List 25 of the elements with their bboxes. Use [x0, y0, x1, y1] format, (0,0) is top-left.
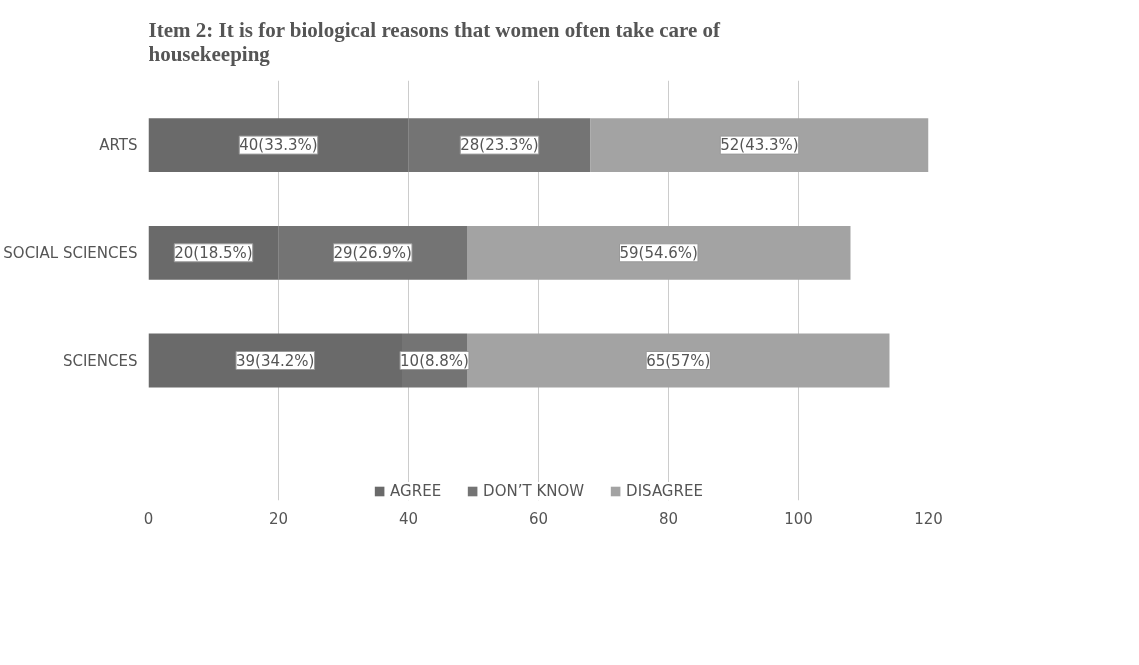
data-label: 59(54.6%) [619, 243, 698, 262]
data-label: 10(8.8%) [400, 351, 469, 370]
bar [467, 225, 851, 280]
y-tick-label: SCIENCES [62, 351, 138, 370]
data-label: 28(23.3%) [460, 136, 539, 155]
data-label: 65(57%) [646, 351, 711, 370]
x-tick-label: 100 [784, 509, 813, 528]
x-tick-label: 80 [658, 509, 679, 528]
data-label: 20(18.5%) [174, 243, 253, 262]
data-label: 40(33.3%) [239, 136, 318, 155]
legend-label: DISAGREE [626, 482, 703, 500]
y-tick-label: SOCIAL SCIENCES [3, 243, 138, 262]
legend-label: DON’T KNOW [483, 482, 585, 500]
legend-label: AGREE [390, 482, 442, 500]
chart-title: Item 2: It is for biological reasons that women often take care of housekeeping [148, 17, 722, 66]
x-tick-label: 60 [528, 509, 549, 528]
x-tick-label: 40 [398, 509, 419, 528]
y-tick-label: ARTS [99, 136, 138, 155]
x-tick-label: 0 [143, 509, 154, 528]
data-label: 29(26.9%) [333, 243, 412, 262]
x-tick-label: 120 [914, 509, 943, 528]
data-label: 52(43.3%) [720, 136, 799, 155]
bar [590, 118, 929, 173]
data-label: 39(34.2%) [236, 351, 315, 370]
x-tick-label: 20 [268, 509, 289, 528]
